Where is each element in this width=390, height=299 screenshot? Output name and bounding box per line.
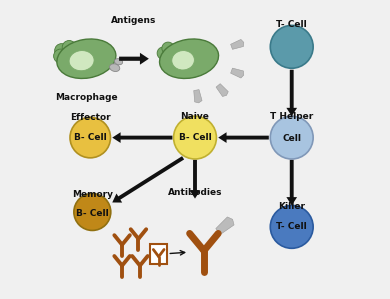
Circle shape xyxy=(270,205,313,248)
Text: B- Cell: B- Cell xyxy=(74,133,106,142)
Circle shape xyxy=(55,44,69,58)
Text: Macrophage: Macrophage xyxy=(55,93,118,102)
Polygon shape xyxy=(112,132,172,143)
Polygon shape xyxy=(216,84,228,97)
Circle shape xyxy=(53,49,67,63)
Circle shape xyxy=(174,116,216,159)
Circle shape xyxy=(62,40,76,54)
Text: Cell: Cell xyxy=(282,134,301,143)
Text: Effector: Effector xyxy=(70,113,110,122)
Text: T- Cell: T- Cell xyxy=(277,20,307,29)
Polygon shape xyxy=(190,160,200,199)
Circle shape xyxy=(157,47,170,60)
Circle shape xyxy=(270,25,313,68)
Text: Memory: Memory xyxy=(72,190,113,199)
FancyBboxPatch shape xyxy=(150,244,167,264)
Text: B- Cell: B- Cell xyxy=(179,132,211,141)
Polygon shape xyxy=(286,160,297,205)
Circle shape xyxy=(270,116,313,159)
Ellipse shape xyxy=(172,51,194,70)
Polygon shape xyxy=(218,132,269,143)
Polygon shape xyxy=(230,39,244,49)
Text: Antigens: Antigens xyxy=(111,16,157,25)
Polygon shape xyxy=(119,53,149,65)
Ellipse shape xyxy=(110,64,120,71)
Circle shape xyxy=(74,193,111,231)
Text: Naive: Naive xyxy=(181,112,209,121)
Ellipse shape xyxy=(114,59,122,65)
Polygon shape xyxy=(286,70,297,116)
Text: Antibodies: Antibodies xyxy=(168,188,222,197)
Polygon shape xyxy=(216,217,234,234)
Ellipse shape xyxy=(69,51,94,71)
Text: T- Cell: T- Cell xyxy=(277,222,307,231)
Polygon shape xyxy=(112,156,184,202)
Text: T Helper: T Helper xyxy=(270,112,313,121)
Ellipse shape xyxy=(160,39,218,78)
Circle shape xyxy=(70,118,110,158)
Polygon shape xyxy=(194,90,202,103)
Circle shape xyxy=(162,42,174,54)
Ellipse shape xyxy=(57,39,116,78)
Polygon shape xyxy=(230,68,244,78)
Text: Killer: Killer xyxy=(278,202,305,210)
Text: B- Cell: B- Cell xyxy=(76,209,109,218)
